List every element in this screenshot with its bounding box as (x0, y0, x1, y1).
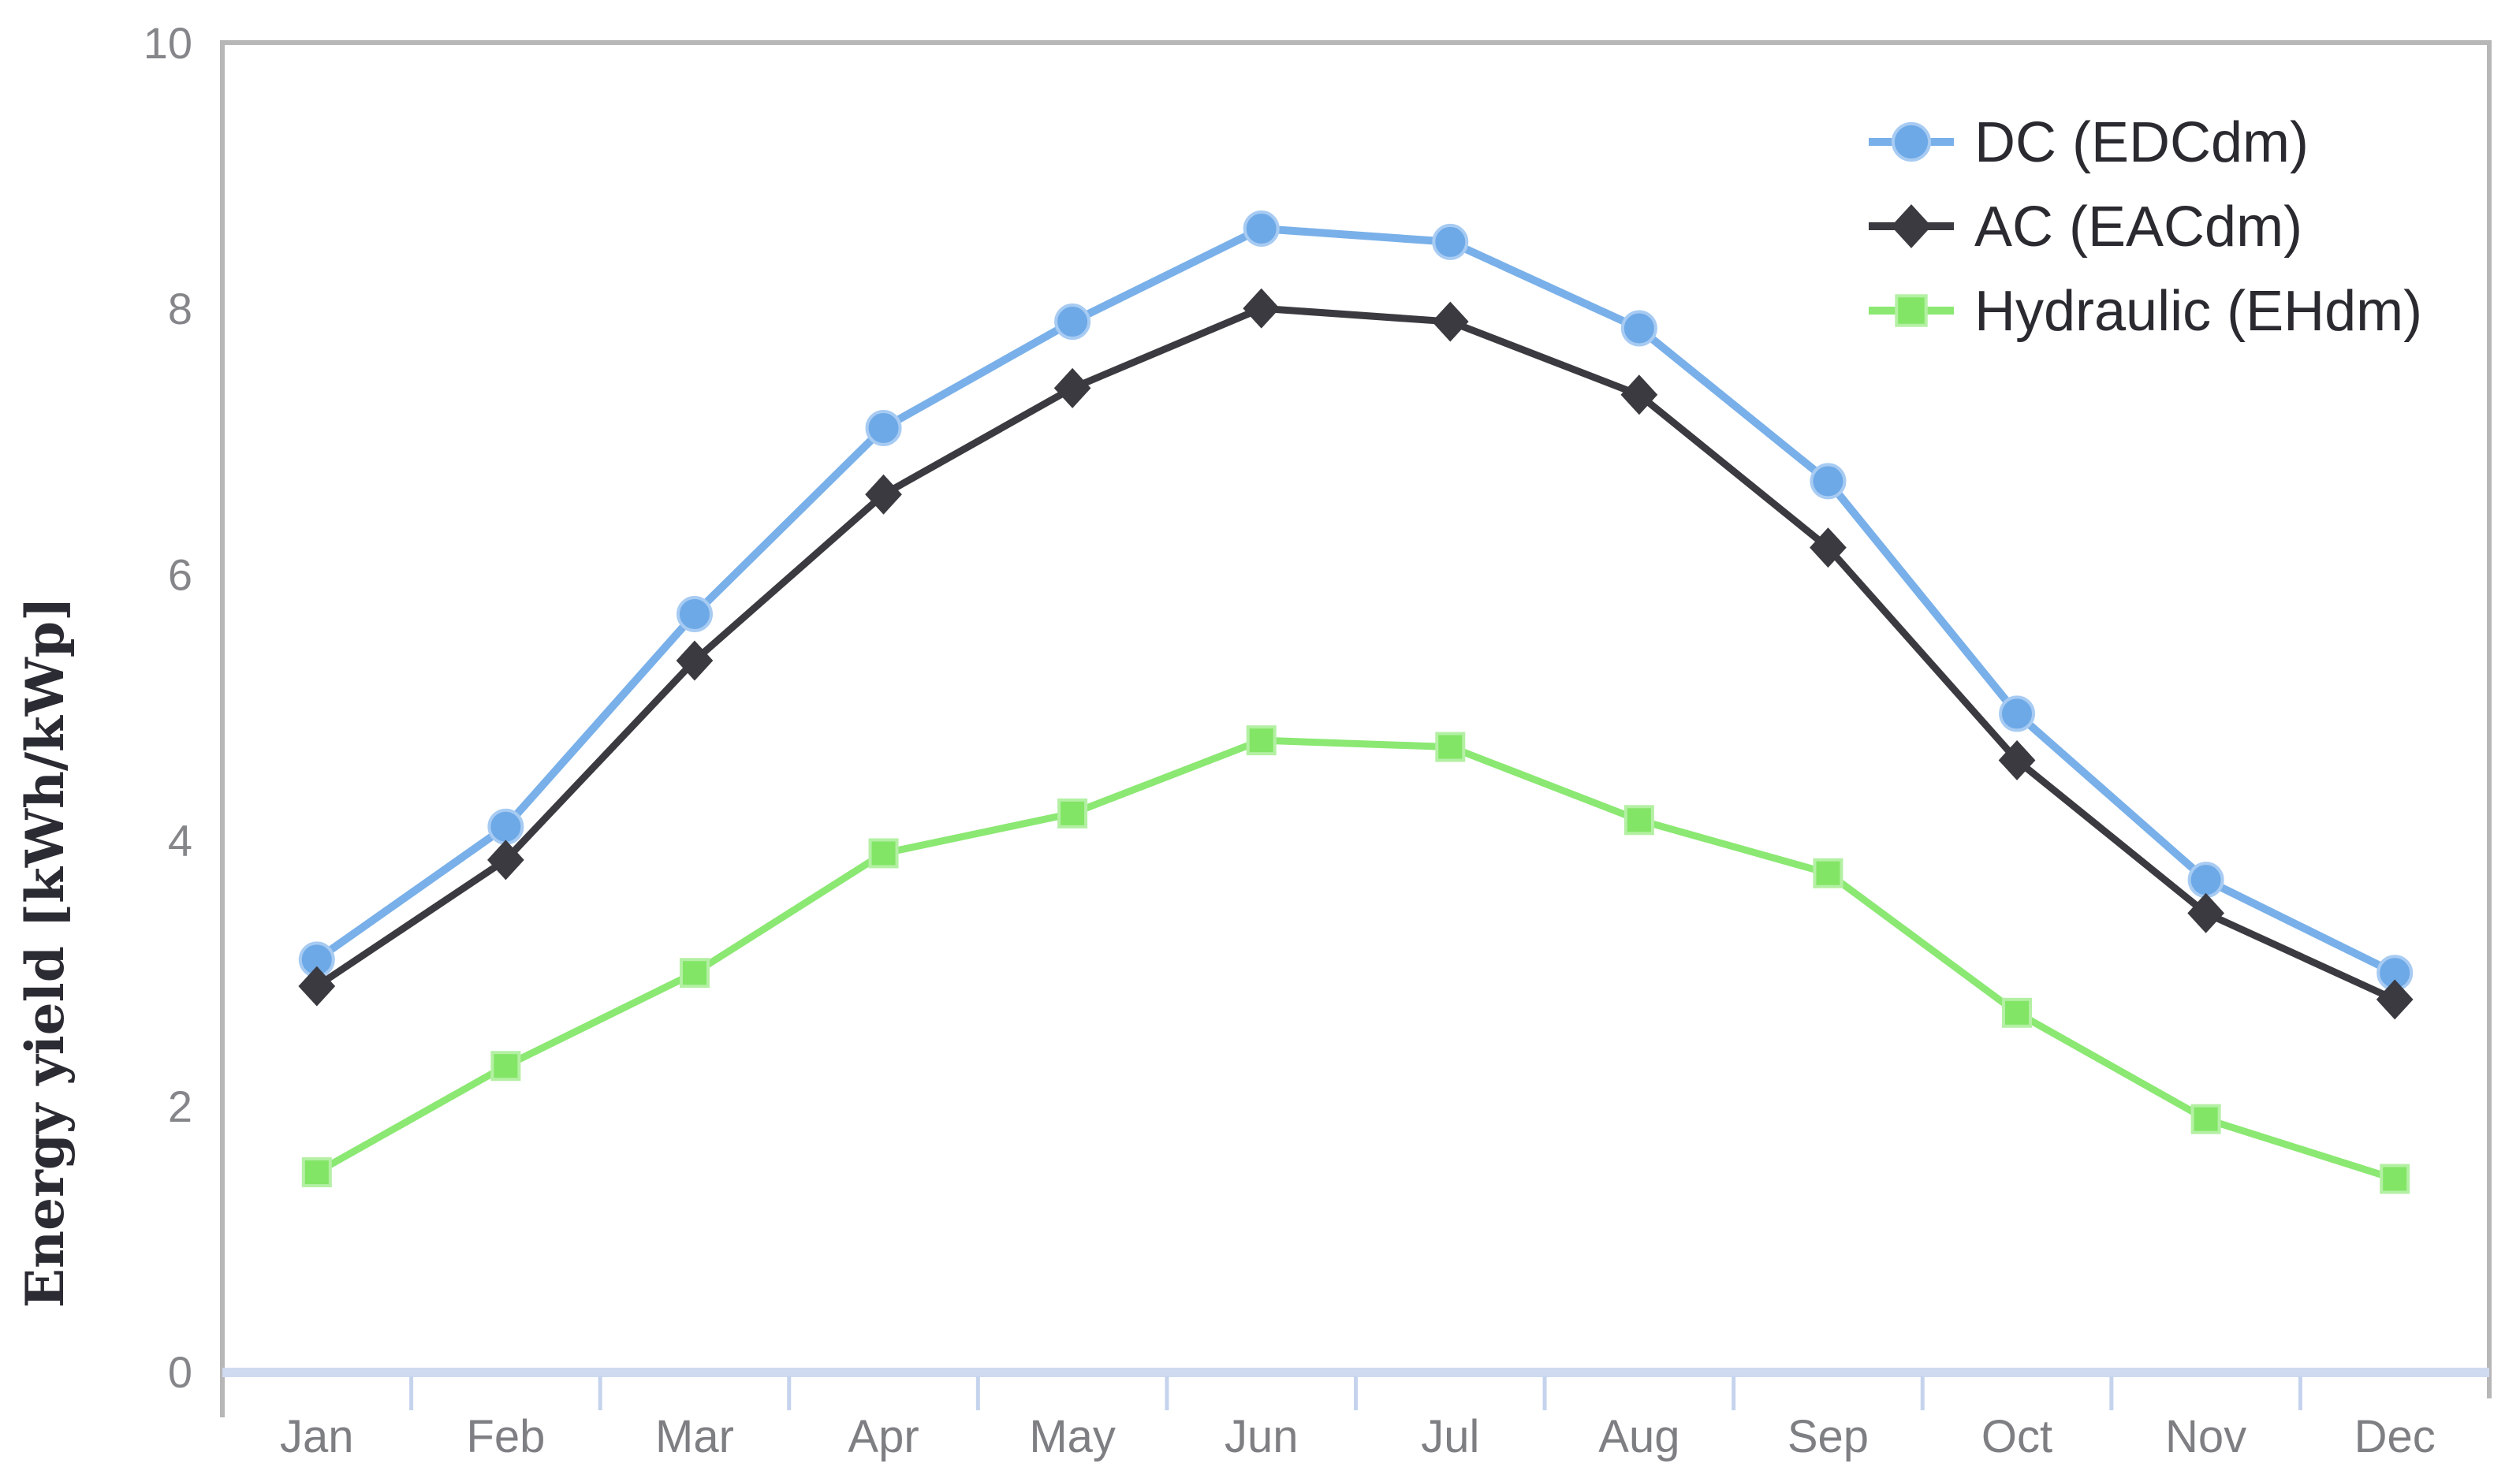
x-tick-label: Oct (1981, 1411, 2052, 1462)
x-tick-label: Dec (2354, 1411, 2436, 1462)
data-point-marker (865, 409, 902, 446)
x-tick-label: Jan (280, 1411, 354, 1462)
data-point-marker (1243, 210, 1280, 248)
data-point-marker (2190, 1104, 2221, 1134)
x-tick-label: Sep (1787, 1411, 1869, 1462)
data-point-marker (1623, 805, 1654, 836)
legend: DC (EDCdm) AC (EACdm) Hydraulic (EHdm) (1869, 111, 2422, 343)
legend-label: DC (EDCdm) (1974, 111, 2309, 174)
x-tick-label: Feb (466, 1411, 545, 1462)
data-point-marker (1998, 739, 2036, 780)
data-point-marker (2002, 997, 2033, 1028)
data-point-marker (1813, 858, 1843, 888)
legend-square-marker-icon (1895, 294, 1928, 327)
data-point-marker (1246, 725, 1277, 756)
x-tick-label: May (1029, 1411, 1116, 1462)
data-point-marker (1243, 288, 1281, 329)
data-point-marker (868, 838, 899, 869)
series-line-hydraulic (313, 736, 2399, 1183)
data-point-marker (1620, 374, 1658, 415)
data-point-marker (1810, 527, 1847, 568)
data-point-marker (487, 840, 524, 881)
y-tick-label: 2 (168, 1082, 192, 1131)
y-tick-label: 6 (168, 549, 192, 599)
x-tick-label: Apr (848, 1411, 919, 1462)
data-point-marker (2187, 892, 2224, 933)
data-point-marker (1432, 223, 1469, 260)
data-point-marker (676, 595, 713, 632)
data-point-marker (1431, 301, 1469, 342)
x-tick-label: Jul (1421, 1411, 1479, 1462)
data-point-marker (1999, 695, 2036, 732)
y-tick-label: 0 (168, 1347, 192, 1397)
data-point-marker (1057, 798, 1088, 829)
legend-label: Hydraulic (EHdm) (1974, 280, 2422, 343)
data-point-marker (1435, 732, 1466, 762)
series-line-ac (313, 304, 2399, 1004)
data-point-marker (301, 1157, 332, 1188)
series-ac (298, 288, 2414, 1020)
series-dc (298, 210, 2414, 992)
legend-diamond-marker-icon (1891, 204, 1932, 248)
data-point-marker (2187, 862, 2224, 899)
series-line-dc (312, 225, 2399, 977)
data-point-marker (865, 474, 902, 515)
data-point-marker (2380, 1164, 2410, 1194)
data-point-marker (1054, 303, 1091, 341)
legend-item-dc[interactable]: DC (EDCdm) (1869, 111, 2309, 174)
x-axis-line (222, 1368, 2489, 1377)
legend-item-hydraulic[interactable]: Hydraulic (EHdm) (1869, 280, 2422, 343)
x-tick-label: Mar (655, 1411, 734, 1462)
plot-border (220, 40, 2492, 1417)
series-hydraulic (301, 725, 2410, 1194)
legend-label: AC (EACdm) (1974, 195, 2302, 259)
x-tick-label: Jun (1225, 1411, 1299, 1462)
y-tick-label: 10 (144, 18, 192, 68)
data-point-marker (679, 958, 710, 989)
data-point-marker (676, 640, 714, 681)
legend-circle-marker-icon (1891, 121, 1932, 162)
data-point-marker (298, 966, 336, 1007)
y-tick-label: 8 (168, 284, 192, 333)
y-axis-title: Energy yield [kWh/kWp] (14, 597, 76, 1309)
data-point-marker (487, 808, 524, 845)
x-tick-label: Nov (2165, 1411, 2246, 1462)
data-point-marker (2376, 979, 2414, 1020)
data-point-marker (1620, 310, 1657, 347)
data-point-marker (1810, 463, 1847, 500)
x-tick-label: Aug (1598, 1411, 1679, 1462)
data-point-marker (1053, 367, 1091, 408)
data-point-marker (490, 1051, 521, 1082)
legend-item-ac[interactable]: AC (EACdm) (1869, 195, 2302, 259)
y-tick-label: 4 (168, 816, 192, 866)
